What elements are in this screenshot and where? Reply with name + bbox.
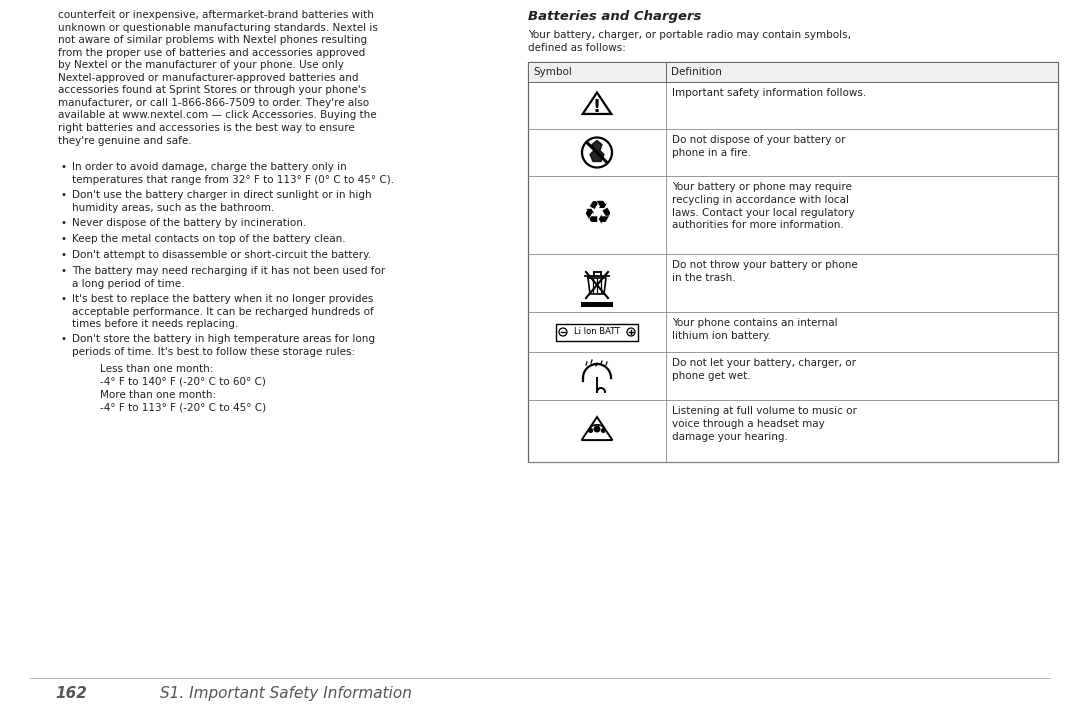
Polygon shape <box>590 140 604 161</box>
Text: Do not dispose of your battery or
phone in a fire.: Do not dispose of your battery or phone … <box>672 135 846 158</box>
Bar <box>581 302 613 307</box>
Text: 162: 162 <box>55 686 86 701</box>
Text: Never dispose of the battery by incineration.: Never dispose of the battery by incinera… <box>72 218 307 228</box>
Text: Batteries and Chargers: Batteries and Chargers <box>528 10 701 23</box>
Text: Less than one month:: Less than one month: <box>100 364 214 374</box>
Text: It's best to replace the battery when it no longer provides
acceptable performan: It's best to replace the battery when it… <box>72 294 374 329</box>
Text: Keep the metal contacts on top of the battery clean.: Keep the metal contacts on top of the ba… <box>72 234 346 244</box>
Text: Don't attempt to disassemble or short-circuit the battery.: Don't attempt to disassemble or short-ci… <box>72 250 372 260</box>
Text: •: • <box>60 250 66 260</box>
Text: Listening at full volume to music or
voice through a headset may
damage your hea: Listening at full volume to music or voi… <box>672 406 856 441</box>
Text: •: • <box>60 162 66 172</box>
Text: !: ! <box>593 99 602 117</box>
Circle shape <box>589 428 593 433</box>
Text: Do not throw your battery or phone
in the trash.: Do not throw your battery or phone in th… <box>672 260 858 283</box>
Text: More than one month:: More than one month: <box>100 390 216 400</box>
Text: Don't store the battery in high temperature areas for long
periods of time. It's: Don't store the battery in high temperat… <box>72 334 375 356</box>
Text: Your battery or phone may require
recycling in accordance with local
laws. Conta: Your battery or phone may require recycl… <box>672 182 854 230</box>
Bar <box>556 323 638 341</box>
Text: •: • <box>60 294 66 304</box>
Bar <box>528 62 1058 462</box>
Circle shape <box>594 426 600 433</box>
Text: S1. Important Safety Information: S1. Important Safety Information <box>160 686 411 701</box>
Text: counterfeit or inexpensive, aftermarket-brand batteries with
unknown or question: counterfeit or inexpensive, aftermarket-… <box>58 10 378 145</box>
Text: •: • <box>60 234 66 244</box>
Text: In order to avoid damage, charge the battery only in
temperatures that range fro: In order to avoid damage, charge the bat… <box>72 162 394 184</box>
Text: •: • <box>60 190 66 200</box>
Text: Your phone contains an internal
lithium ion battery.: Your phone contains an internal lithium … <box>672 318 838 341</box>
Circle shape <box>600 428 606 433</box>
Text: •: • <box>60 218 66 228</box>
Text: Don't use the battery charger in direct sunlight or in high
humidity areas, such: Don't use the battery charger in direct … <box>72 190 372 212</box>
Text: Symbol: Symbol <box>534 67 572 77</box>
Text: Your battery, charger, or portable radio may contain symbols,
defined as follows: Your battery, charger, or portable radio… <box>528 30 851 53</box>
Text: Definition: Definition <box>671 67 721 77</box>
Text: •: • <box>60 266 66 276</box>
Text: •: • <box>60 334 66 344</box>
Text: -4° F to 113° F (-20° C to 45° C): -4° F to 113° F (-20° C to 45° C) <box>100 403 266 413</box>
Text: The battery may need recharging if it has not been used for
a long period of tim: The battery may need recharging if it ha… <box>72 266 386 289</box>
Text: -4° F to 140° F (-20° C to 60° C): -4° F to 140° F (-20° C to 60° C) <box>100 377 266 387</box>
Bar <box>528 62 1058 82</box>
Text: Do not let your battery, charger, or
phone get wet.: Do not let your battery, charger, or pho… <box>672 358 856 381</box>
Text: ♻: ♻ <box>582 199 612 232</box>
Text: Important safety information follows.: Important safety information follows. <box>672 88 866 98</box>
Text: Li Ion BATT: Li Ion BATT <box>573 328 620 336</box>
